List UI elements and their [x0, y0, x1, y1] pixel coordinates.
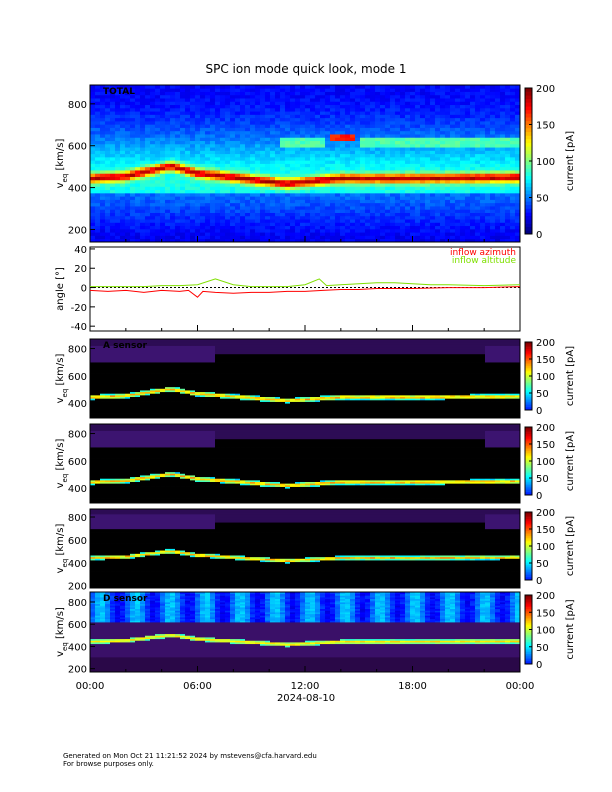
C-colorbar-tick: 100 [536, 542, 555, 553]
A-colorbar-tick: 100 [536, 372, 555, 383]
total-heatmap-cells [90, 85, 520, 242]
angle-ytick-label: 0 [81, 284, 87, 295]
A-colorbar-tick: 200 [536, 338, 555, 349]
chart-title: SPC ion mode quick look, mode 1 [206, 62, 407, 76]
B-colorbar-tick: 150 [536, 440, 555, 451]
A-colorbar-tick: 50 [536, 389, 549, 400]
angle-ytick-label: -40 [71, 322, 87, 333]
A-colorbar-tick: 0 [536, 406, 542, 417]
C-colorbar-tick: 200 [536, 508, 555, 519]
C-colorbar-label: current [pA] [565, 516, 576, 576]
D-colorbar-tick: 0 [536, 660, 542, 671]
C-ytick-label: 200 [68, 582, 87, 593]
C-colorbar-tick: 150 [536, 525, 555, 536]
D-ylabel: veq [km/s] [55, 607, 69, 657]
x-axis-label: 2024-08-10 [277, 693, 335, 704]
legend-inflow-azimuth: inflow azimuth [450, 248, 516, 258]
B-ytick-label: 800 [68, 430, 87, 441]
C-colorbar-tick: 0 [536, 576, 542, 587]
B-heatmap-cells [90, 424, 520, 503]
angle-frame [89, 246, 521, 332]
D-colorbar-tick: 100 [536, 626, 555, 637]
D-colorbar-label: current [pA] [565, 599, 576, 659]
A-ytick-label: 800 [68, 345, 87, 356]
B-colorbar-tick: 0 [536, 491, 542, 502]
footer-generated: Generated on Mon Oct 21 11:21:52 2024 by… [63, 752, 317, 760]
angle-ytick-label: 40 [74, 245, 87, 256]
B-colorbar-tick: 50 [536, 474, 549, 485]
A-heatmap-cells [90, 339, 520, 418]
A-panel-label: A sensor [103, 341, 148, 351]
legend-inflow-altitude: inflow altitude [452, 256, 517, 266]
total-ytick-label: 200 [68, 225, 87, 236]
B-colorbar-label: current [pA] [565, 431, 576, 491]
total-panel-label: TOTAL [103, 87, 135, 97]
total-ytick-label: 600 [68, 142, 87, 153]
C-ytick-label: 800 [68, 513, 87, 524]
series-inflow-azimuth [89, 286, 521, 298]
A-ytick-label: 400 [68, 399, 87, 410]
C-heatmap-cells [90, 509, 520, 588]
total-colorbar-tick: 100 [536, 157, 555, 168]
D-colorbar-tick: 200 [536, 591, 555, 602]
D-ytick-label: 600 [68, 620, 87, 631]
C-ytick-label: 400 [68, 559, 87, 570]
D-colorbar: 0 50 100 150 200 current [pA] [524, 591, 576, 671]
total-ytick-label: 800 [68, 100, 87, 111]
B-ytick-label: 600 [68, 457, 87, 468]
x-tick-label: 18:00 [398, 681, 427, 692]
total-ytick-label: 400 [68, 184, 87, 195]
x-tick-label: 06:00 [183, 681, 212, 692]
B-colorbar-tick: 100 [536, 457, 555, 468]
D-ytick-label: 800 [68, 598, 87, 609]
D-panel-label: D sensor [103, 594, 148, 604]
footer-browse: For browse purposes only. [63, 760, 154, 768]
total-colorbar-tick: 200 [536, 84, 555, 95]
x-axis: 00:00 06:00 12:00 18:00 00:00 [76, 681, 535, 692]
C-ytick-label: 600 [68, 536, 87, 547]
A-ylabel: veq [km/s] [55, 354, 69, 404]
A-colorbar-tick: 150 [536, 355, 555, 366]
D-colorbar-tick: 150 [536, 608, 555, 619]
D-ytick-label: 400 [68, 642, 87, 653]
A-ytick-label: 600 [68, 372, 87, 383]
total-colorbar-tick: 0 [536, 230, 542, 241]
C-ylabel: veq [km/s] [55, 524, 69, 574]
C-colorbar: 0 50 100 150 200 current [pA] [524, 508, 576, 587]
C-colorbar-tick: 50 [536, 559, 549, 570]
panel-total: 200 400 600 800 veq [km/s] TOTAL 0 50 100 150 200 c… [55, 84, 576, 243]
total-ylabel: veq [km/s] [55, 139, 69, 189]
total-colorbar: 0 50 100 150 200 current [pA] [524, 84, 576, 241]
angle-ytick-label: 20 [74, 264, 87, 275]
D-heatmap-cells [90, 592, 520, 672]
A-colorbar-label: current [pA] [565, 346, 576, 406]
x-tick-label: 12:00 [291, 681, 320, 692]
x-tick-label: 00:00 [506, 681, 535, 692]
B-colorbar: 0 50 100 150 200 current [pA] [524, 423, 576, 502]
series-inflow-altitude [90, 278, 521, 288]
total-colorbar-label: current [pA] [565, 131, 576, 191]
B-ylabel: veq [km/s] [55, 439, 69, 489]
x-tick-label: 00:00 [76, 681, 105, 692]
total-colorbar-tick: 50 [536, 194, 549, 205]
B-ytick-label: 400 [68, 484, 87, 495]
total-colorbar-tick: 150 [536, 121, 555, 132]
A-colorbar: 0 50 100 150 200 current [pA] [524, 338, 576, 417]
D-ytick-label: 200 [68, 665, 87, 676]
angle-ytick-label: -20 [71, 303, 87, 314]
angle-ylabel: angle [°] [55, 267, 66, 311]
B-colorbar-tick: 200 [536, 423, 555, 434]
D-colorbar-tick: 50 [536, 643, 549, 654]
